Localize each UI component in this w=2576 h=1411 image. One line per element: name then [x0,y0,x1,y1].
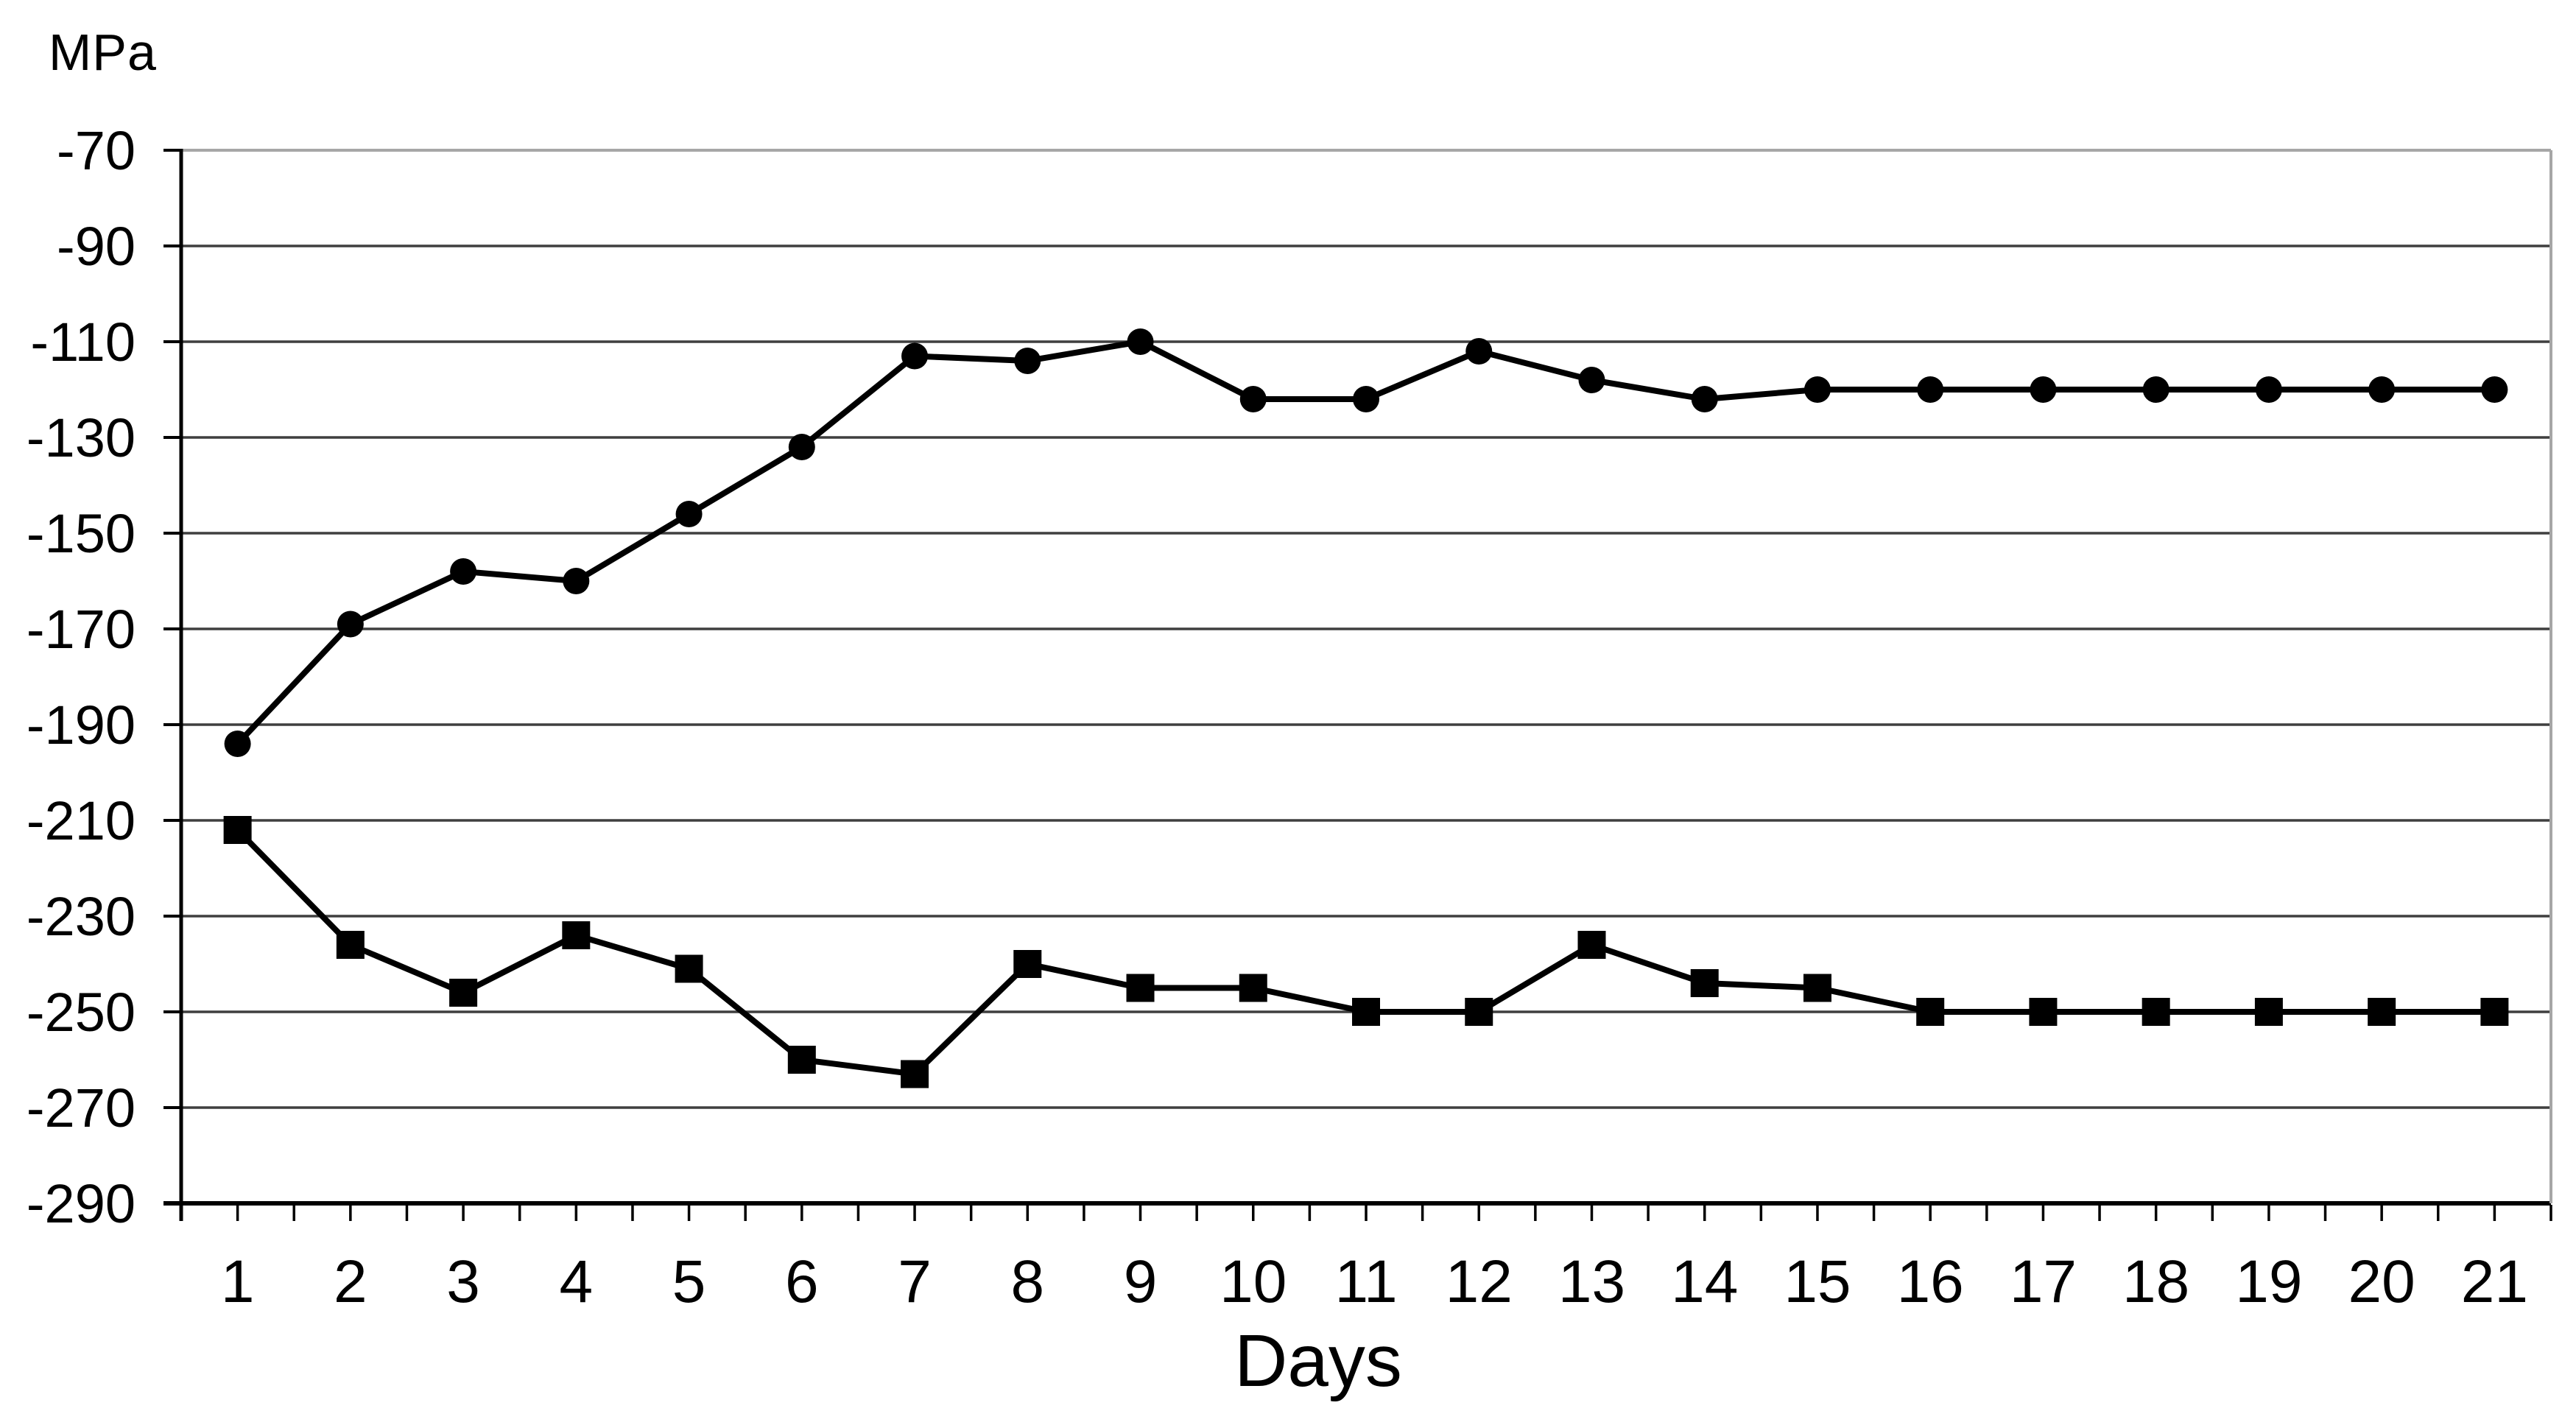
data-point-circle [675,501,703,527]
y-tick-label: -230 [27,886,136,947]
data-point-circle [1465,338,1493,365]
data-point-circle [1127,328,1154,355]
y-tick-label: -170 [27,599,136,660]
data-point-square [2480,998,2509,1026]
data-point-circle [2255,376,2282,403]
x-tick-label: 1 [221,1248,255,1315]
x-tick-label: 9 [1124,1248,1158,1315]
data-point-circle [337,611,364,638]
data-point-circle [2142,376,2169,403]
data-point-square [562,921,591,949]
data-point-square [2368,998,2396,1026]
data-point-square [2029,998,2058,1026]
x-tick-label: 12 [1446,1248,1513,1315]
x-tick-label: 14 [1671,1248,1738,1315]
data-point-square [901,1060,929,1088]
x-tick-label: 20 [2348,1248,2415,1315]
y-tick-label: -190 [27,694,136,756]
data-point-circle [450,558,477,585]
x-tick-label: 18 [2122,1248,2189,1315]
y-tick-label: -110 [30,312,136,373]
data-point-square [1916,998,1945,1026]
data-point-square [336,931,365,959]
x-tick-label: 3 [446,1248,480,1315]
x-tick-label: 4 [560,1248,594,1315]
x-tick-label: 6 [785,1248,819,1315]
data-point-circle [1578,367,1605,393]
data-point-circle [224,731,251,757]
x-tick-label: 13 [1558,1248,1625,1315]
y-tick-label: -250 [27,982,136,1043]
y-tick-label: -130 [27,407,136,468]
x-tick-label: 8 [1010,1248,1044,1315]
lower-series-square-markers-line [234,827,2498,1077]
y-tick-label: -210 [27,790,136,851]
data-point-circle [1014,348,1041,374]
data-point-square [1577,931,1606,959]
data-point-circle [1803,376,1831,403]
y-tick-label: -90 [57,216,136,277]
y-tick-label: -70 [57,120,136,181]
y-axis-unit-label: MPa [49,24,157,81]
y-tick-label: -270 [27,1077,136,1139]
data-point-circle [901,342,929,370]
x-tick-label: 17 [2010,1248,2077,1315]
data-point-circle [1239,386,1267,412]
data-point-square [1239,974,1267,1002]
x-tick-label: 21 [2461,1248,2528,1315]
data-point-square [1690,969,1719,997]
data-point-square [2142,998,2170,1026]
y-tick-label: -290 [27,1173,136,1234]
data-point-circle [1917,376,1944,403]
data-point-circle [1691,386,1718,412]
x-tick-label: 10 [1220,1248,1287,1315]
data-point-square [1465,998,1493,1026]
data-point-circle [788,434,815,460]
x-tick-label: 15 [1784,1248,1851,1315]
x-axis-title: Days [1234,1320,1402,1402]
x-tick-label: 11 [1334,1248,1397,1315]
data-point-square [675,954,703,983]
data-point-square [2254,998,2283,1026]
data-point-square [223,816,252,844]
x-tick-label: 5 [672,1248,706,1315]
x-tick-label: 16 [1897,1248,1964,1315]
data-point-square [1013,950,1042,978]
data-point-square [1126,974,1155,1002]
data-point-square [1803,974,1831,1002]
data-point-square [1352,998,1380,1026]
data-point-circle [2368,376,2396,403]
x-tick-label: 2 [334,1248,367,1315]
x-tick-label: 7 [898,1248,932,1315]
y-tick-label: -150 [27,503,136,564]
data-point-circle [2030,376,2057,403]
data-point-square [449,979,478,1007]
data-point-circle [563,568,590,594]
data-point-square [787,1046,816,1074]
data-point-circle [1353,386,1379,412]
data-point-circle [2481,376,2508,403]
x-tick-label: 19 [2235,1248,2302,1315]
